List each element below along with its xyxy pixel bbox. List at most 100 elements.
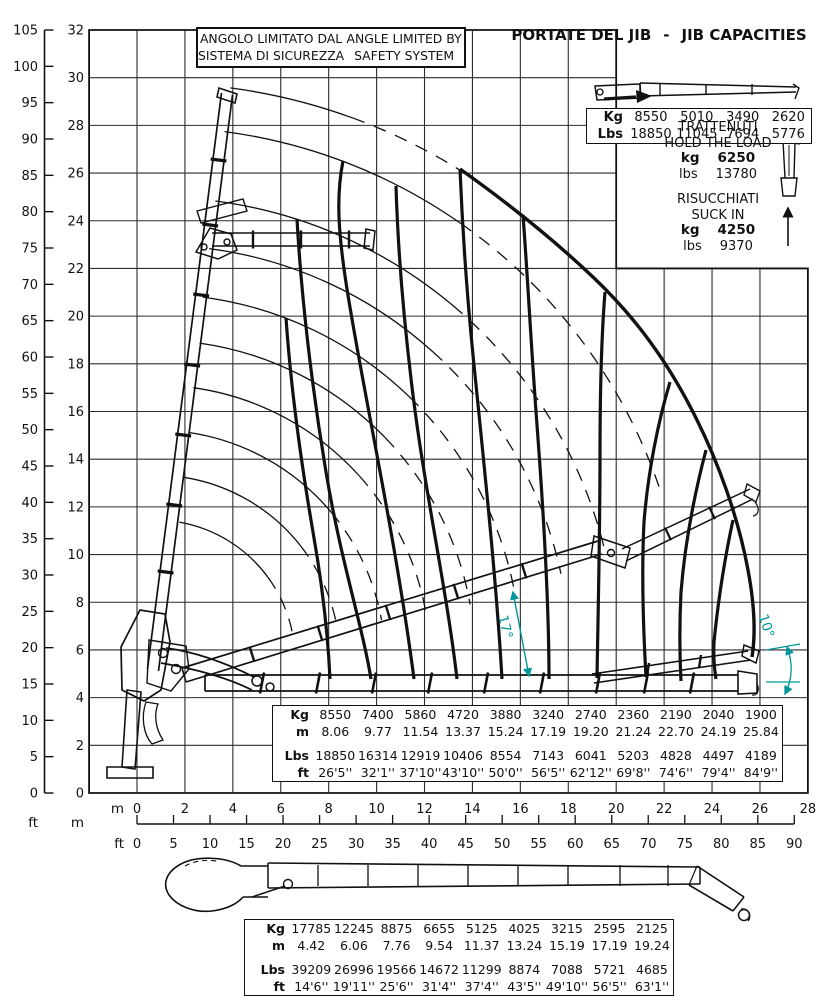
axis-tick-label: 20 [608, 802, 625, 817]
table-cell: 4685 [636, 962, 668, 977]
table-cell: 26'5'' [318, 765, 353, 780]
safety-note-italian: ANGOLO LIMITATO DAL SISTEMA DI SICUREZZA [198, 31, 344, 64]
axis-tick-label: 85 [750, 837, 767, 852]
table-cell: 8874 [508, 962, 541, 977]
axis-tick-label: m [71, 815, 84, 831]
load-value: kg [680, 222, 700, 238]
hold-the-load-block: TRATTENUTI HOLD THE LOAD kg 6250 lbs 13780 [638, 120, 798, 182]
table-cell: 43'5'' [507, 979, 542, 994]
boom-angle-arrow [509, 590, 533, 678]
axis-tick-label: 35 [384, 837, 401, 852]
table-cell: 8550 [634, 110, 668, 125]
crane-drawings [106, 82, 802, 922]
table-cell: 4.42 [297, 938, 326, 953]
table-cell: 18850 [630, 127, 672, 142]
table-row: m 4.42 6.06 7.76 9.54 11.37 13.24 15.19 17.19 19.… [245, 937, 674, 954]
axis-tick-label: 18 [67, 357, 84, 372]
axis-tick-label: 24 [67, 214, 84, 229]
axis-tick-label: 70 [21, 278, 38, 293]
axis-tick-label: 70 [640, 837, 657, 852]
table-cell: 2190 [660, 707, 692, 722]
table-cell: 4828 [660, 748, 692, 763]
table-cell: 50'0'' [488, 765, 523, 780]
axis-tick-label: ft [28, 815, 38, 831]
axis-tick-label: 65 [603, 837, 620, 852]
row-label: Kg [266, 921, 285, 936]
hold-title-en: HOLD THE LOAD [664, 135, 772, 151]
jib-angle-label: 10° [755, 612, 778, 640]
jib-angle-extension-upper [765, 643, 801, 651]
table-cell: 3215 [551, 921, 583, 936]
table-cell: 1900 [744, 707, 777, 722]
table-cell: 5721 [593, 962, 626, 977]
table-cell: 17.19 [530, 724, 567, 739]
axis-tick-label: 90 [21, 132, 38, 147]
axis-tick-label: 2 [76, 739, 84, 754]
axis-tick-label: 10 [368, 802, 385, 817]
table-cell: 10406 [443, 748, 483, 763]
table-cell: 2125 [636, 921, 668, 936]
axis-tick-label: 40 [21, 496, 38, 511]
main-capacity-table: Kg 8550 7400 5860 4720 3880 3240 2740 2360 2190 20… [272, 705, 783, 782]
page-title: PORTATE DEL JIB - JIB CAPACITIES [498, 26, 820, 44]
capacity-curve [458, 168, 504, 680]
axis-tick-label: 30 [348, 837, 365, 852]
hold-title-it: TRATTENUTI [678, 120, 758, 135]
table-cell: 7143 [532, 748, 565, 763]
axis-tick-label: 45 [21, 459, 38, 474]
axis-tick-label: 35 [21, 532, 38, 547]
axis-tick-label: 26 [752, 802, 769, 817]
load-value: 4250 [717, 222, 756, 238]
axis-tick-label: 55 [21, 387, 38, 402]
suck-title-en: SUCK IN [691, 207, 745, 223]
axis-tick-label: 10 [202, 837, 219, 852]
safety-note-box: ANGOLO LIMITATO DAL SISTEMA DI SICUREZZA… [196, 27, 466, 68]
table-cell: 19.20 [572, 724, 609, 739]
table-cell: 22.70 [658, 724, 694, 739]
axis-tick-label: 20 [21, 641, 38, 656]
axis-tick-label: 80 [713, 837, 730, 852]
axis-tick-label: 60 [21, 350, 38, 365]
table-cell: 19.24 [634, 938, 670, 953]
title-english: JIB CAPACITIES [681, 26, 807, 44]
title-separator: - [663, 26, 670, 44]
table-cell: 39209 [291, 962, 332, 977]
capacity-curve [394, 185, 459, 680]
table-cell: 6.06 [339, 938, 368, 953]
capacity-curve [521, 214, 551, 680]
table-cell: 26996 [334, 962, 374, 977]
table-cell: 14'6'' [294, 979, 329, 994]
axis-tick-label: 0 [133, 837, 141, 852]
suck-in-block: RISUCCHIATI SUCK IN kg 4250 lbs 9370 [638, 192, 798, 254]
load-value: lbs [679, 166, 698, 182]
row-label: Kg [290, 707, 309, 722]
axis-tick-label: 30 [21, 568, 38, 583]
table-cell: 13.37 [445, 724, 481, 739]
table-cell: 15.24 [487, 724, 524, 739]
row-label: m [295, 724, 309, 739]
axis-tick-label: 15 [21, 677, 38, 692]
axes-layer: 1051009590858075706560555045403530252015… [13, 23, 816, 852]
row-label: Lbs [260, 962, 285, 977]
table-cell: 17.19 [591, 938, 628, 953]
axis-tick-label: ft [114, 836, 124, 852]
table-cell: 7400 [361, 707, 394, 722]
table-cell: 3240 [532, 707, 565, 722]
axis-tick-label: 75 [21, 241, 38, 256]
table-cell: 7088 [551, 962, 583, 977]
table-cell: 62'12'' [569, 765, 612, 780]
axis-tick-label: 55 [530, 837, 547, 852]
table-cell: 11.54 [402, 724, 439, 739]
axis-tick-label: 10 [21, 714, 38, 729]
load-value-row: kg 6250 [638, 150, 798, 167]
axis-tick-label: 10 [67, 548, 84, 563]
capacity-curve [295, 218, 373, 680]
axis-tick-label: 90 [786, 837, 803, 852]
table-cell: 18850 [315, 748, 356, 763]
axis-tick-label: 75 [676, 837, 693, 852]
table-cell: 8875 [380, 921, 413, 936]
table-row: Kg 8550 7400 5860 4720 3880 3240 2740 2360 2190 20… [273, 706, 783, 724]
table-cell: 11299 [461, 962, 502, 977]
axis-tick-label: 14 [464, 802, 481, 817]
